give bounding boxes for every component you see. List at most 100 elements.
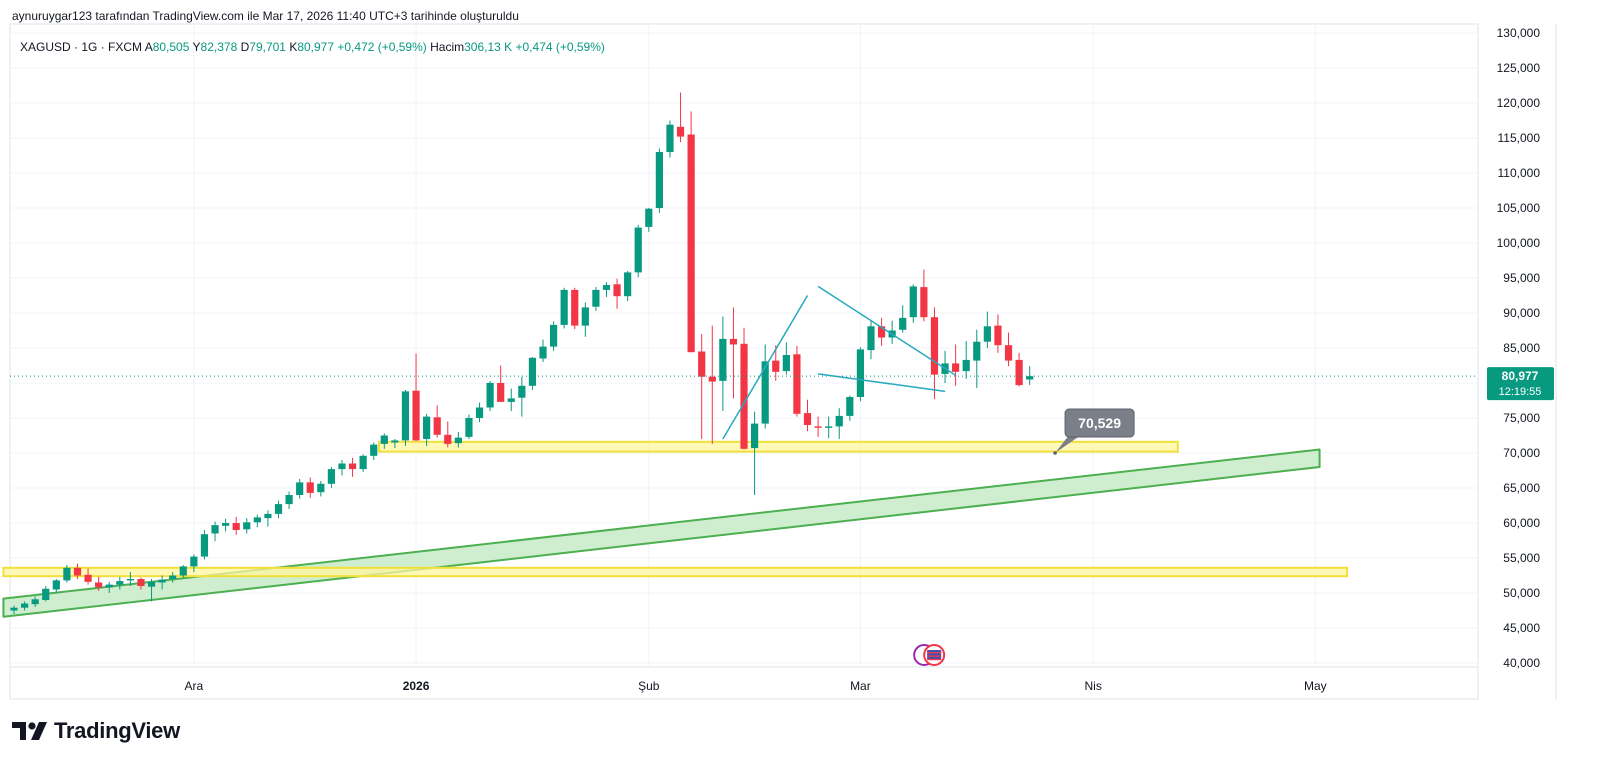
candle-body[interactable] (232, 523, 240, 530)
candle-body[interactable] (317, 483, 325, 493)
candle-body[interactable] (676, 126, 685, 137)
candle-body[interactable] (200, 534, 209, 557)
candle-body[interactable] (465, 418, 473, 437)
candle-body[interactable] (602, 285, 611, 290)
trendline-lower-wedge[interactable] (817, 373, 946, 393)
candle-body[interactable] (1004, 345, 1013, 361)
candle-body[interactable] (592, 289, 600, 307)
candle-body[interactable] (137, 579, 145, 586)
trendline-upper-wedge[interactable] (817, 285, 957, 376)
tradingview-logo[interactable]: TradingView (12, 718, 180, 744)
candle-body[interactable] (84, 574, 92, 582)
candle-body[interactable] (655, 152, 663, 208)
candle-body[interactable] (433, 417, 441, 435)
candle-body[interactable] (782, 355, 790, 372)
candle-body[interactable] (306, 482, 314, 493)
candle-body[interactable] (63, 567, 71, 581)
candle-body[interactable] (486, 383, 494, 408)
candle-body[interactable] (412, 390, 420, 441)
candle-body[interactable] (930, 317, 939, 375)
candle-body[interactable] (274, 504, 283, 514)
candle-body[interactable] (528, 357, 537, 386)
candle-body[interactable] (10, 607, 18, 611)
candle-body[interactable] (475, 407, 484, 419)
candle-body[interactable] (296, 482, 304, 495)
candle-body[interactable] (793, 354, 801, 414)
candle-body[interactable] (846, 397, 854, 416)
candle-body[interactable] (920, 287, 928, 318)
candle-body[interactable] (105, 584, 113, 588)
candle-body[interactable] (348, 463, 357, 470)
candle-body[interactable] (729, 338, 738, 345)
candle-body[interactable] (560, 289, 568, 325)
zone-resistance-70k[interactable] (378, 440, 1179, 453)
candle-body[interactable] (380, 435, 388, 444)
candle-body[interactable] (740, 343, 748, 449)
candle-body[interactable] (645, 208, 653, 227)
candle-body[interactable] (42, 588, 50, 600)
trendline-rising[interactable] (722, 295, 809, 440)
candle-body[interactable] (803, 413, 812, 425)
candle-body[interactable] (613, 284, 621, 297)
candle-body[interactable] (549, 324, 558, 347)
candle-body[interactable] (497, 383, 505, 402)
candle-body[interactable] (994, 325, 1002, 346)
candle-body[interactable] (687, 134, 695, 353)
candle-body[interactable] (666, 124, 674, 152)
candle-body[interactable] (761, 361, 769, 424)
candle-body[interactable] (52, 580, 60, 590)
candle-body[interactable] (190, 556, 198, 567)
candle-body[interactable] (909, 286, 917, 318)
candle-body[interactable] (338, 463, 346, 470)
candle-body[interactable] (877, 326, 886, 338)
candle-body[interactable] (423, 416, 431, 439)
candle-body[interactable] (222, 523, 230, 526)
candle-body[interactable] (581, 307, 589, 326)
candle-body[interactable] (1026, 376, 1034, 380)
candle-body[interactable] (285, 495, 293, 505)
candle-body[interactable] (624, 272, 632, 297)
candle-body[interactable] (401, 391, 410, 441)
candle-body[interactable] (211, 525, 219, 534)
candle-body[interactable] (962, 359, 970, 372)
candle-body[interactable] (539, 346, 547, 359)
candle-body[interactable] (952, 363, 960, 372)
candle-body[interactable] (571, 289, 579, 326)
candle-body[interactable] (169, 575, 177, 580)
candle-body[interactable] (147, 581, 156, 587)
candle-body[interactable] (126, 579, 134, 581)
candle-body[interactable] (73, 567, 82, 576)
candle-body[interactable] (814, 426, 822, 428)
candle-body[interactable] (518, 385, 526, 398)
candle-body[interactable] (719, 338, 727, 381)
candle-body[interactable] (751, 423, 759, 449)
candle-body[interactable] (444, 434, 452, 444)
candle-body[interactable] (391, 440, 399, 443)
candle-body[interactable] (867, 326, 875, 351)
candle-body[interactable] (835, 415, 843, 427)
candle-body[interactable] (359, 455, 367, 470)
candle-body[interactable] (507, 398, 515, 402)
candle-body[interactable] (708, 376, 716, 382)
zone-support-53k[interactable] (2, 566, 1349, 578)
candle-body[interactable] (634, 227, 642, 273)
candle-body[interactable] (698, 351, 706, 377)
candle-body[interactable] (772, 360, 780, 372)
candle-body[interactable] (95, 582, 103, 588)
candle-body[interactable] (253, 517, 261, 523)
candle-body[interactable] (983, 326, 991, 342)
candle-body[interactable] (370, 444, 378, 456)
candle-body[interactable] (327, 469, 335, 484)
ascending-channel[interactable] (2, 448, 1321, 618)
candle-body[interactable] (856, 349, 864, 397)
candle-body[interactable] (116, 581, 124, 585)
candle-body[interactable] (825, 426, 833, 428)
candle-body[interactable] (454, 437, 462, 444)
candle-body[interactable] (973, 341, 981, 361)
candle-body[interactable] (899, 317, 907, 330)
candle-body[interactable] (20, 603, 29, 608)
candle-body[interactable] (158, 579, 166, 583)
candle-body[interactable] (264, 513, 272, 519)
candle-body[interactable] (243, 522, 251, 530)
